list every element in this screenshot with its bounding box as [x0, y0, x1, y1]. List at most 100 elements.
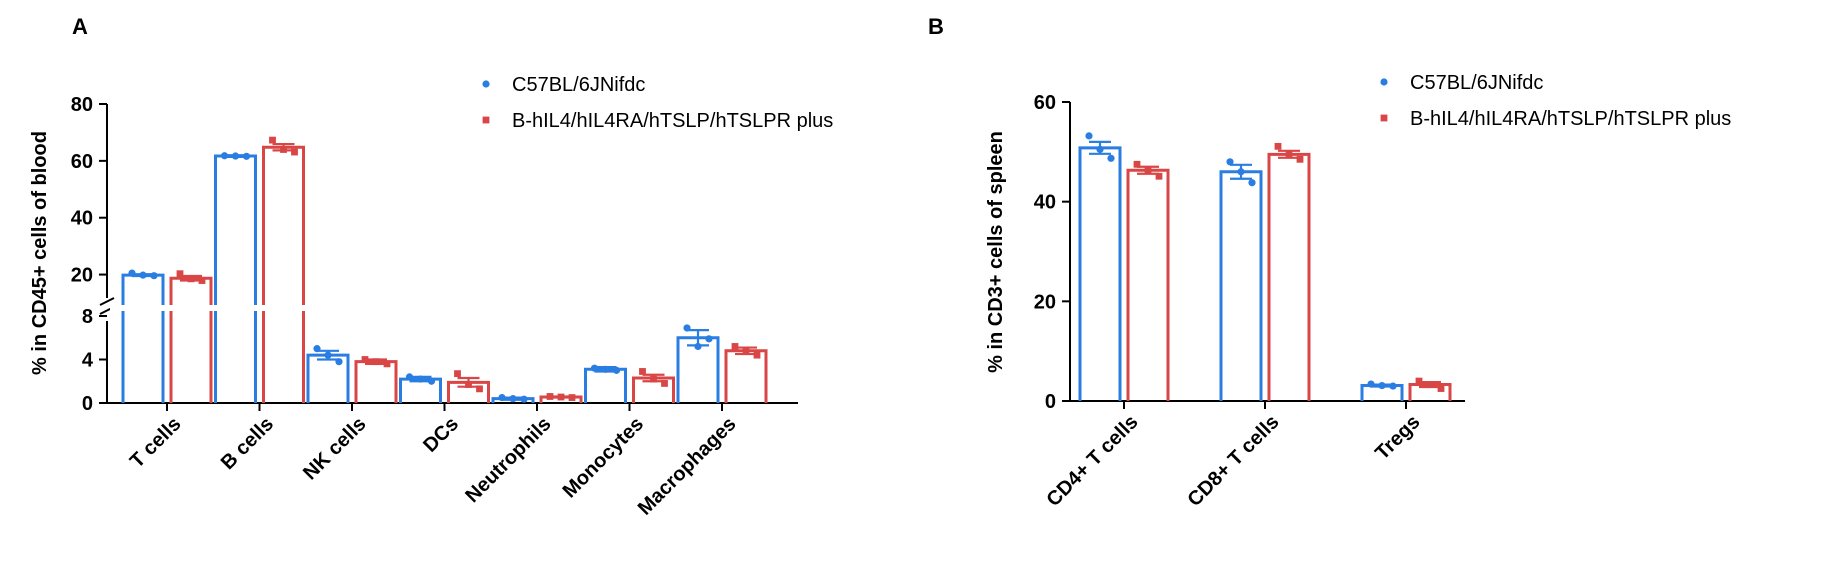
- data-point-a-3-s1-2: [324, 351, 332, 359]
- category-label-3: Tregs: [1371, 411, 1424, 464]
- data-point-a-5-s1-3: [520, 395, 528, 403]
- data-point-b-3-s2-2: [1426, 381, 1434, 388]
- y-tick-label-8: 8: [82, 306, 93, 328]
- data-point-a-7-s1-1: [683, 324, 691, 332]
- data-point-a-2-s1-1: [220, 152, 229, 160]
- data-point-b-1-s1-3: [1107, 154, 1115, 162]
- data-point-a-6-s1-2: [601, 365, 610, 373]
- data-point-b-3-s1-1: [1367, 380, 1375, 388]
- data-point-b-3-s2-3: [1437, 385, 1445, 392]
- data-point-a-6-s2-2: [650, 375, 657, 383]
- data-point-a-1-s1-2: [139, 271, 147, 279]
- y-axis-title: % in CD45+ cells of blood: [29, 131, 51, 375]
- data-point-b-2-s2-1: [1274, 142, 1282, 150]
- category-label-1: CD4+ T cells: [1042, 411, 1142, 511]
- data-point-a-4-s1-2: [416, 375, 425, 383]
- y-tick-label-40: 40: [1034, 192, 1056, 214]
- data-point-a-5-s2-2: [557, 393, 565, 401]
- legend-label-1: C57BL/6JNifdc: [512, 74, 645, 96]
- data-point-a-7-s2-1: [731, 343, 739, 350]
- data-point-a-7-s2-2: [742, 347, 750, 355]
- data-point-b-1-s2-1: [1133, 160, 1141, 168]
- data-point-a-6-s1-3: [612, 366, 621, 374]
- data-point-b-2-s2-3: [1296, 155, 1304, 163]
- bar-a-3-s2: [354, 360, 398, 403]
- bar-a-6-s1: [584, 367, 627, 403]
- bar-a-2-s2: [262, 145, 305, 403]
- data-point-b-3-s1-2: [1378, 381, 1386, 390]
- data-point-b-1-s1-2: [1096, 145, 1104, 153]
- legend-marker-1: [482, 80, 490, 88]
- data-point-a-5-s1-2: [509, 395, 517, 403]
- category-label-2: CD8+ T cells: [1183, 411, 1283, 511]
- bar-b-1-s1: [1078, 146, 1122, 401]
- category-label-3: NK cells: [299, 413, 370, 484]
- y-tick-label-40: 40: [71, 208, 93, 230]
- bar-a-1-s1: [121, 273, 165, 403]
- data-point-b-3-s1-3: [1389, 382, 1397, 390]
- legend-label-1: C57BL/6JNifdc: [1410, 72, 1543, 94]
- data-point-b-1-s2-3: [1155, 172, 1163, 180]
- legend-marker-2: [482, 116, 490, 124]
- data-point-a-7-s2-3: [753, 351, 761, 359]
- data-point-a-1-s2-1: [176, 270, 184, 278]
- data-point-a-1-s1-3: [150, 272, 158, 280]
- panel-label-b: B: [928, 14, 944, 39]
- chart-panel-b: 0 20 40 60 % in CD3+ cells of spleen CD4+ T c…: [985, 72, 1731, 511]
- data-point-a-1-s1-1: [128, 269, 136, 277]
- axis-break-gap: [110, 305, 801, 311]
- data-point-a-4-s2-3: [476, 385, 483, 393]
- data-point-a-2-s1-3: [242, 152, 251, 160]
- bar-a-7-s2: [724, 349, 768, 403]
- data-point-a-6-s2-1: [639, 368, 646, 375]
- data-point-a-6-s1-1: [590, 364, 599, 372]
- bar-a-2-s1: [214, 154, 257, 403]
- data-point-a-5-s2-3: [568, 394, 576, 401]
- data-point-a-2-s2-1: [269, 136, 276, 144]
- y-tick-label-0: 0: [1045, 391, 1056, 413]
- y-tick-label-4: 4: [82, 350, 94, 372]
- data-point-a-3-s2-2: [372, 358, 380, 366]
- data-point-a-2-s1-2: [231, 152, 240, 160]
- data-point-a-4-s1-3: [427, 377, 436, 385]
- category-label-2: B cells: [217, 413, 278, 474]
- data-point-b-2-s2-2: [1285, 150, 1293, 158]
- y-tick-label-60: 60: [71, 151, 93, 173]
- y-tick-label-20: 20: [1034, 291, 1056, 313]
- y-axis-title: % in CD3+ cells of spleen: [985, 131, 1007, 373]
- bar-b-2-s1: [1219, 170, 1263, 401]
- data-point-a-2-s2-2: [280, 146, 287, 153]
- data-point-a-3-s1-1: [313, 345, 321, 353]
- data-point-b-3-s2-1: [1415, 377, 1423, 385]
- y-tick-label-80: 80: [71, 94, 93, 116]
- bar-b-1-s2: [1126, 168, 1170, 401]
- category-label-4: DCs: [419, 413, 463, 457]
- category-label-7: Macrophages: [634, 413, 741, 520]
- data-point-a-6-s2-3: [661, 380, 668, 387]
- legend-marker-2: [1380, 114, 1388, 122]
- data-point-a-3-s2-1: [361, 356, 369, 363]
- data-point-a-1-s2-3: [198, 277, 206, 284]
- chart-panel-a: 0 4 8 20 40 60 80 % in CD45+ cells of blood T ce…: [29, 74, 833, 520]
- legend-label-2: B-hIL4/hIL4RA/hTSLP/hTSLPR plus: [1410, 108, 1731, 130]
- legend-marker-1: [1380, 78, 1388, 86]
- category-label-6: Monocytes: [559, 413, 648, 502]
- data-point-a-4-s2-1: [454, 370, 461, 378]
- y-tick-label-60: 60: [1034, 92, 1056, 114]
- data-point-a-2-s2-3: [291, 148, 298, 156]
- panel-label-a: A: [72, 14, 88, 39]
- bar-b-2-s2: [1267, 152, 1311, 401]
- data-point-b-2-s1-2: [1237, 168, 1245, 176]
- data-point-a-3-s1-3: [335, 358, 343, 366]
- data-point-a-5-s2-1: [546, 393, 554, 400]
- bar-a-1-s2: [169, 276, 213, 403]
- data-point-b-1-s2-2: [1144, 166, 1152, 174]
- data-point-a-4-s1-1: [405, 373, 414, 381]
- data-point-a-7-s1-2: [694, 342, 702, 351]
- data-point-a-3-s2-3: [383, 360, 391, 368]
- data-point-b-1-s1-1: [1085, 132, 1093, 140]
- data-point-a-1-s2-2: [187, 275, 195, 283]
- category-label-5: Neutrophils: [461, 413, 555, 507]
- axis-break-mark-upper: [99, 297, 115, 306]
